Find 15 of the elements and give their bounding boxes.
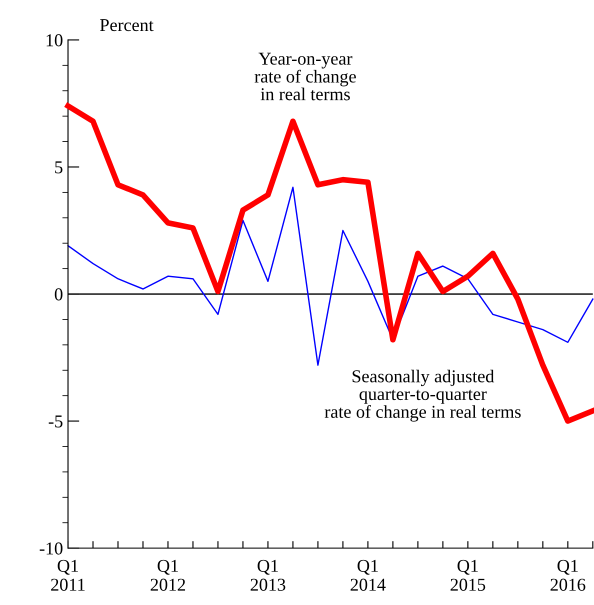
x-tick-label: Q1 2016: [550, 560, 586, 591]
y-tick-label: -5: [48, 416, 62, 428]
series-label: Seasonally adjusted quarter-to-quarter rate of change in real terms: [324, 370, 521, 422]
y-tick-label: -10: [40, 542, 62, 555]
x-tick-label: Q1 2011: [51, 560, 85, 591]
x-tick-label: Q1 2015: [450, 560, 486, 591]
y-tick-label: 5: [55, 161, 62, 174]
x-tick-label: Q1 2014: [350, 560, 386, 591]
text: Year-on-year rate of change in real terms: [254, 52, 356, 100]
y-tick-label: 0: [54, 288, 62, 300]
x-tick-label: Q1 2013: [250, 560, 286, 591]
y-tick-label: 10: [46, 34, 62, 46]
y-axis-title: Percent: [100, 19, 154, 32]
x-tick-label: Q1 2012: [150, 560, 186, 591]
line-series: [67, 186, 594, 366]
